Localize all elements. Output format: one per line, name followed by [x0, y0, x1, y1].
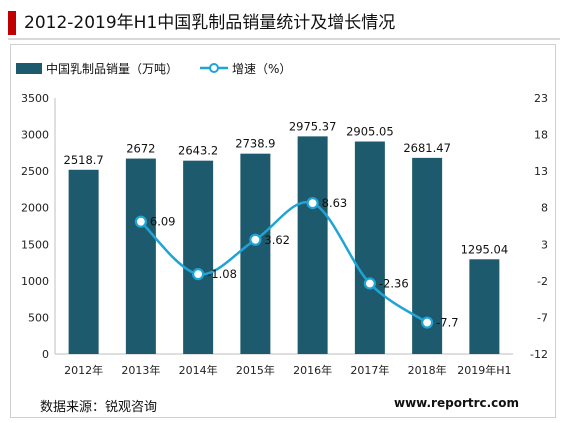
- y-right-tick-label: 8: [541, 202, 548, 215]
- bar-data-label: 2738.9: [235, 137, 275, 151]
- y-left-tick-label: 1000: [21, 275, 49, 288]
- legend-label-bar: 中国乳制品销量（万吨）: [46, 61, 178, 76]
- bar-mark: [68, 169, 99, 354]
- growth-data-label: -2.36: [379, 276, 409, 290]
- growth-data-label: 8.63: [322, 196, 348, 210]
- bar-mark: [240, 153, 271, 354]
- y-left-tick-label: 0: [42, 348, 49, 361]
- bar-mark: [125, 158, 156, 354]
- growth-point-marker: [421, 316, 434, 329]
- legend-marker-line: [209, 63, 219, 73]
- growth-point-marker: [249, 233, 262, 246]
- y-right-tick-label: 18: [534, 129, 548, 142]
- y-left-tick-label: 3000: [21, 129, 49, 142]
- y-left-tick-label: 2000: [21, 202, 49, 215]
- x-tick-label: 2015年: [236, 363, 275, 377]
- chart-title: 2012-2019年H1中国乳制品销量统计及增长情况: [24, 13, 396, 33]
- y-left-tick-label: 1500: [21, 238, 49, 251]
- bar-mark: [354, 141, 385, 354]
- y-left-tick-label: 2500: [21, 165, 49, 178]
- growth-point-marker: [192, 268, 205, 281]
- y-left-tick-label: 3500: [21, 92, 49, 105]
- growth-data-label: -7.7: [436, 316, 458, 330]
- y-right-tick-label: -12: [530, 348, 548, 361]
- growth-point-marker: [363, 277, 376, 290]
- bar-data-label: 2975.37: [289, 119, 337, 133]
- y-right-tick-label: -2: [537, 275, 548, 288]
- title-bar: 2012-2019年H1中国乳制品销量统计及增长情况: [8, 8, 560, 40]
- y-right-tick-label: 3: [541, 238, 548, 251]
- chart-frame: [10, 44, 556, 418]
- x-tick-label: 2017年: [350, 363, 389, 377]
- bar-data-label: 2905.05: [346, 125, 394, 139]
- x-tick-label: 2014年: [179, 363, 218, 377]
- bar-data-label: 2518.7: [64, 153, 104, 167]
- bar-data-label: 2643.2: [178, 144, 218, 158]
- growth-data-label: -1.08: [207, 267, 237, 281]
- data-source-note: 数据来源：锐观咨询: [40, 400, 158, 415]
- y-right-tick-label: 23: [534, 92, 548, 105]
- bar-data-label: 1295.04: [461, 242, 509, 256]
- y-right-tick-label: 13: [534, 165, 548, 178]
- y-left-tick-label: 500: [28, 311, 49, 324]
- growth-data-label: 6.09: [150, 215, 176, 229]
- growth-point-marker: [134, 215, 147, 228]
- y-right-tick-label: -7: [537, 311, 548, 324]
- legend-label-line: 增速（%）: [232, 62, 291, 76]
- bar-mark: [297, 136, 328, 354]
- bar-data-label: 2672: [126, 142, 155, 156]
- bar-data-label: 2681.47: [403, 141, 451, 155]
- bar-mark: [183, 160, 214, 354]
- legend-swatch-bar: [16, 63, 42, 74]
- x-tick-label: 2012年: [64, 363, 103, 377]
- x-tick-label: 2013年: [121, 363, 160, 377]
- x-tick-label: 2016年: [293, 363, 332, 377]
- growth-point-marker: [306, 197, 319, 210]
- website-url: www.reportrc.com: [394, 396, 520, 410]
- bar-mark: [469, 259, 500, 354]
- x-tick-label: 2018年: [408, 363, 447, 377]
- x-tick-label: 2019年H1: [457, 363, 511, 377]
- title-accent-mark: [8, 11, 16, 35]
- growth-data-label: 3.62: [264, 233, 290, 247]
